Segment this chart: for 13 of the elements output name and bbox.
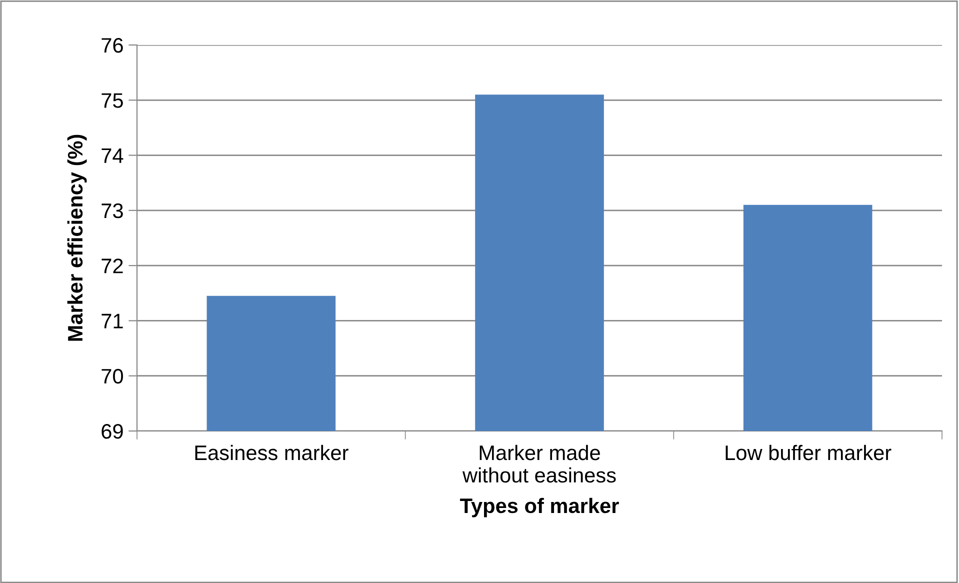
y-tick-label: 69: [102, 424, 123, 439]
y-tick-label: 73: [102, 203, 123, 218]
x-axis-title: Types of marker: [460, 498, 619, 518]
y-axis-title: Marker efficiency (%): [67, 134, 87, 341]
x-tick-label: Marker made without easiness: [462, 444, 616, 483]
x-tick-label: Low buffer marker: [726, 444, 892, 460]
y-tick-label: 75: [102, 93, 123, 108]
y-tick-label: 72: [102, 258, 123, 274]
y-tick-label: 71: [102, 314, 123, 328]
x-tick-label: Easiness marker: [195, 444, 348, 460]
y-tick-label: 76: [102, 38, 123, 53]
y-tick-label: 74: [102, 148, 124, 163]
y-tick-label: 70: [102, 368, 123, 384]
